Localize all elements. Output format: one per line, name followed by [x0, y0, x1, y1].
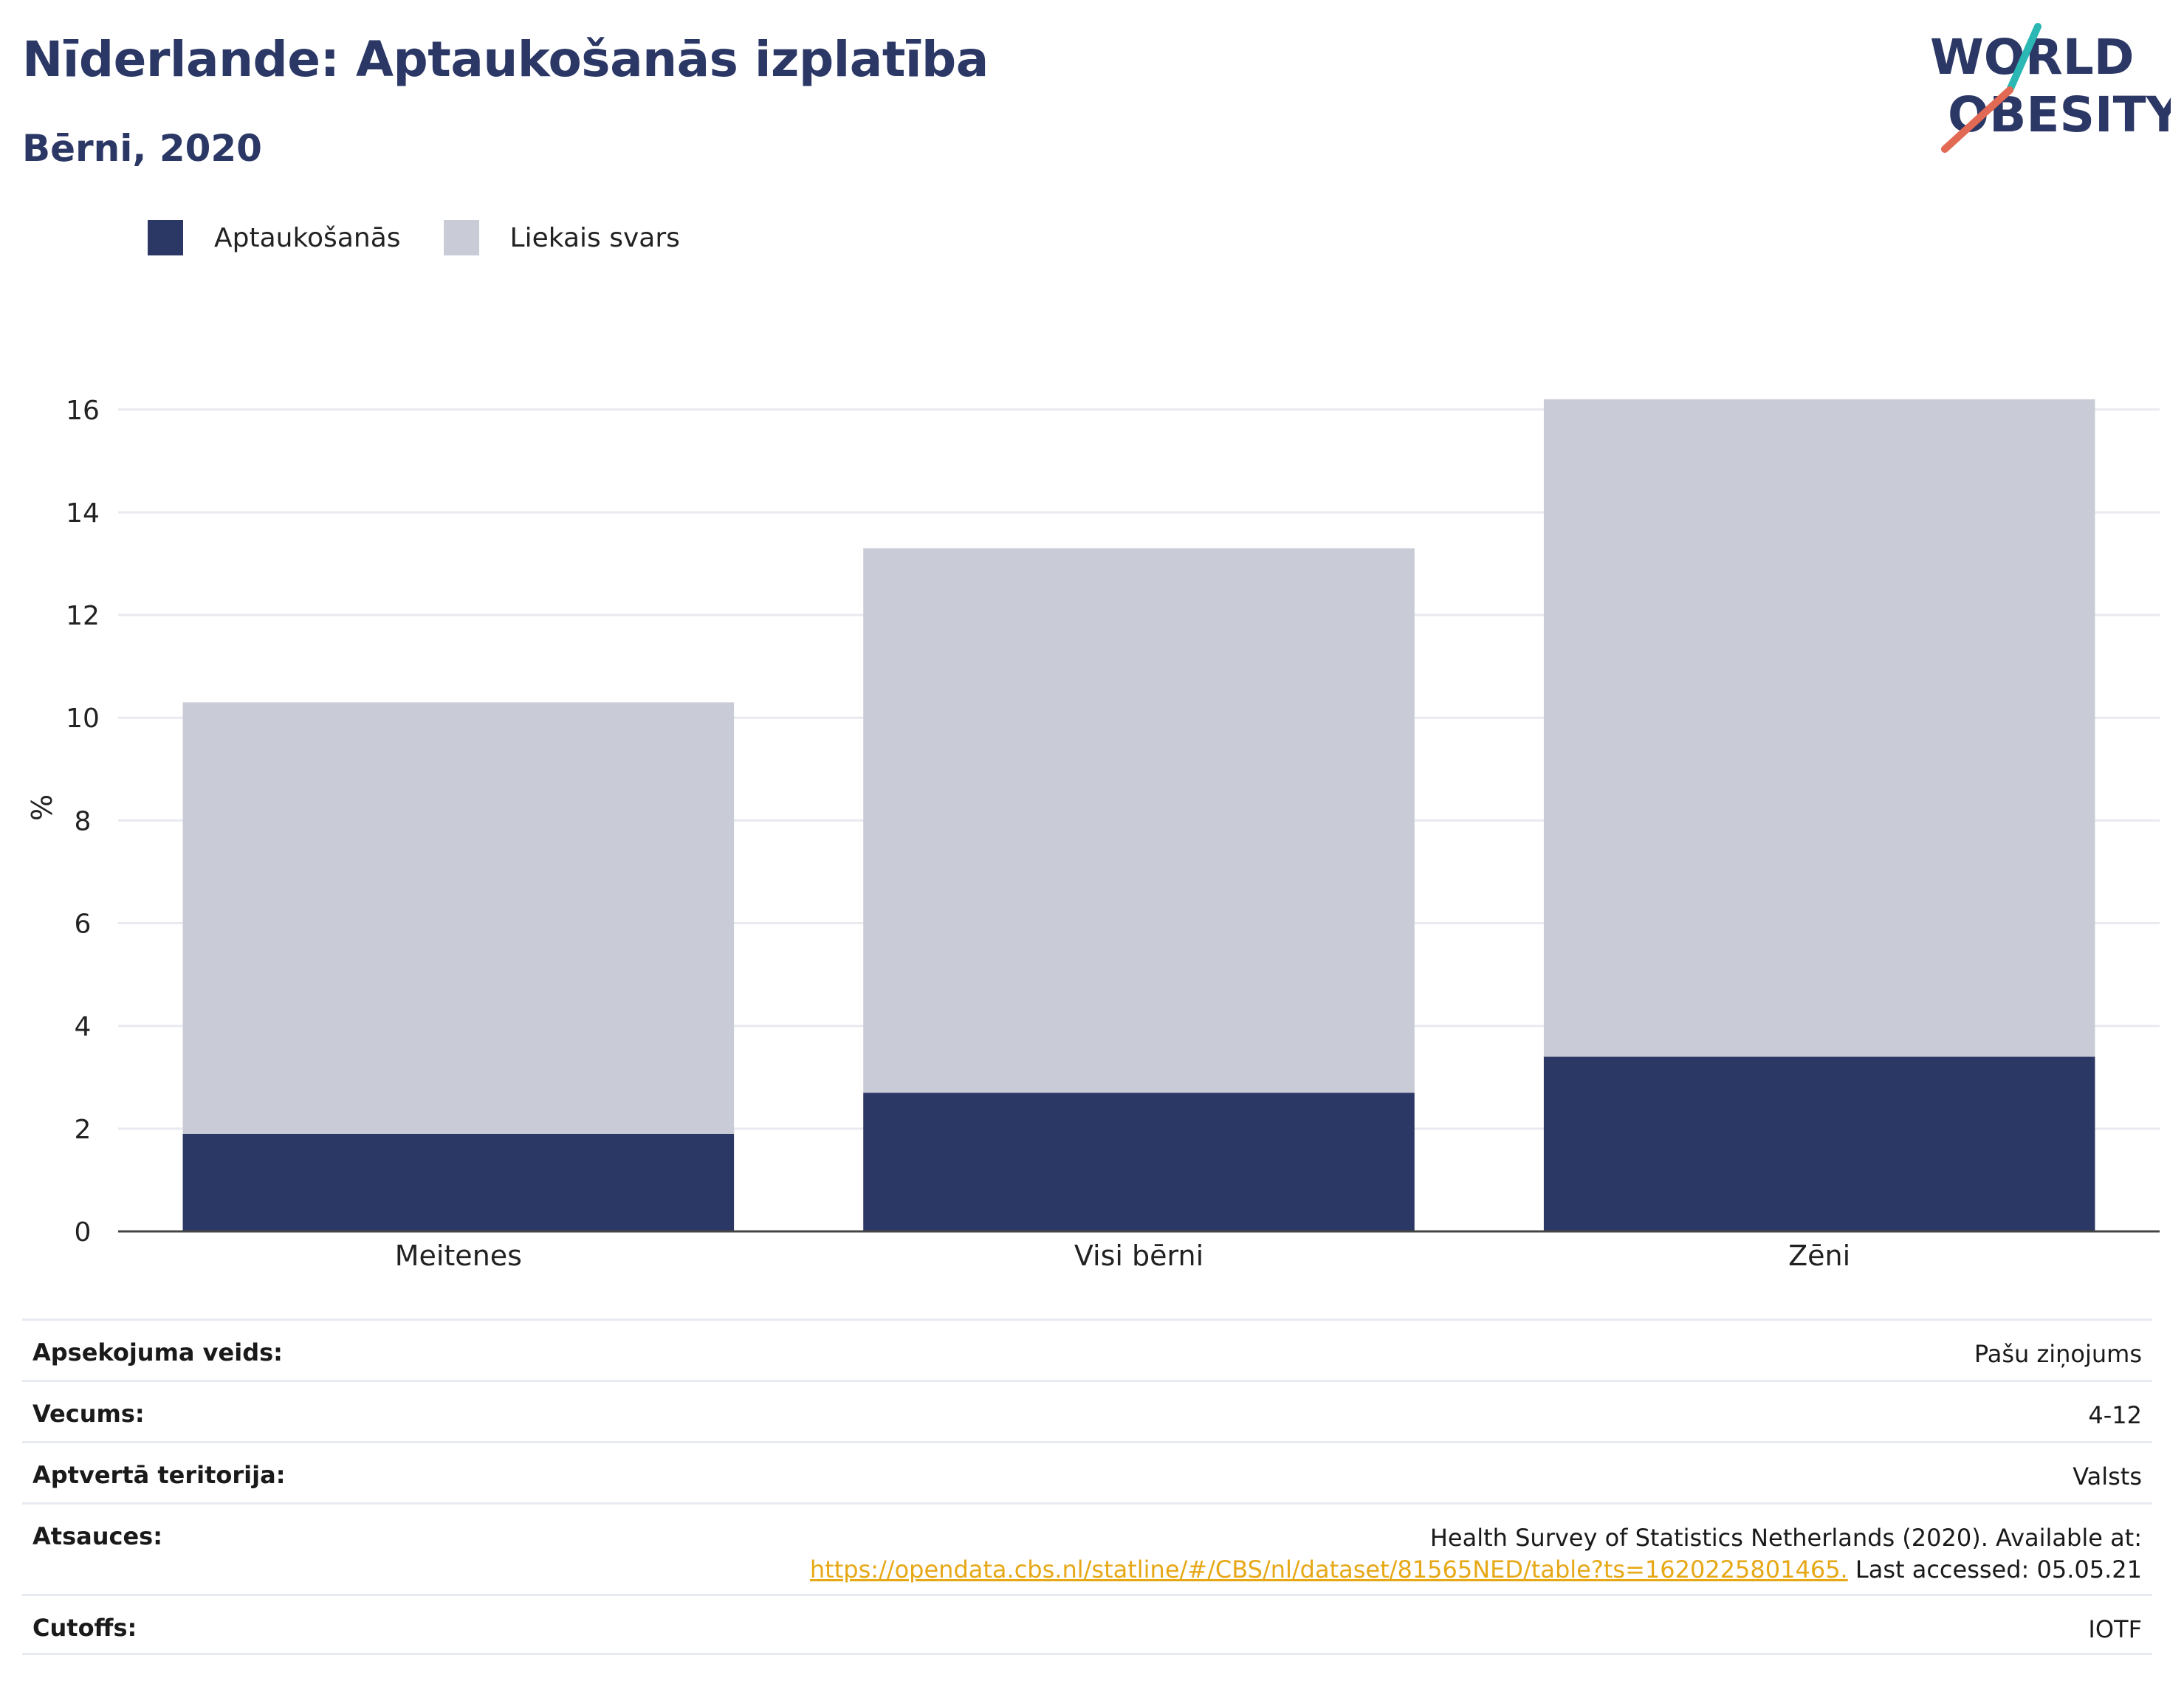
bar-obesity-0 — [182, 1133, 735, 1231]
references-text: Health Survey of Statistics Netherlands … — [1429, 1524, 2142, 1552]
bar-overweight-0 — [182, 702, 735, 1134]
references-label: Atsauces: — [32, 1522, 162, 1550]
x-tick-label-0: Meitenes — [395, 1240, 522, 1272]
age-value: 4-12 — [2088, 1401, 2142, 1429]
legend-swatch-obesity — [148, 220, 183, 255]
survey-type-value: Pašu ziņojums — [1974, 1340, 2142, 1368]
bar-obesity-2 — [1543, 1056, 2095, 1231]
references-link[interactable]: https://opendata.cbs.nl/statline/#/CBS/n… — [809, 1555, 1848, 1584]
bar-obesity-1 — [863, 1093, 1415, 1231]
info-table: Apsekojuma veids: Pašu ziņojums Vecums: … — [22, 1318, 2152, 1655]
chart-subtitle: Bērni, 2020 — [22, 127, 262, 170]
references-accessed: Last accessed: 05.05.21 — [1855, 1555, 2142, 1584]
info-row-survey: Apsekojuma veids: Pašu ziņojums — [22, 1318, 2152, 1380]
survey-type-label: Apsekojuma veids: — [32, 1338, 283, 1366]
y-tick-label-16: 16 — [66, 396, 100, 426]
y-tick-label-4: 4 — [75, 1012, 92, 1042]
y-tick-label-14: 14 — [66, 498, 100, 529]
legend-item-overweight[interactable]: Liekais svars — [443, 220, 680, 255]
area-value: Valsts — [2073, 1462, 2142, 1491]
legend-item-obesity[interactable]: Aptaukošanās — [148, 220, 401, 255]
info-row-cutoffs: Cutoffs: IOTF — [22, 1594, 2152, 1655]
info-row-references: Atsauces: Health Survey of Statistics Ne… — [22, 1502, 2152, 1594]
y-tick-label-8: 8 — [75, 806, 92, 836]
y-tick-label-10: 10 — [66, 704, 100, 734]
bar-overweight-1 — [863, 548, 1415, 1093]
references-value: Health Survey of Statistics Netherlands … — [810, 1522, 2142, 1594]
legend-label-obesity: Aptaukošanās — [214, 222, 401, 253]
cutoffs-label: Cutoffs: — [32, 1614, 137, 1642]
legend-swatch-overweight — [443, 220, 479, 255]
y-tick-label-6: 6 — [75, 910, 92, 940]
area-label: Aptvertā teritorija: — [32, 1461, 286, 1489]
bar-overweight-2 — [1543, 399, 2095, 1057]
age-label: Vecums: — [32, 1400, 145, 1428]
chart-title: Nīderlande: Aptaukošanās izplatība — [22, 31, 989, 88]
y-tick-label-2: 2 — [75, 1115, 92, 1145]
y-axis-label: % — [26, 794, 58, 821]
chart-legend: Aptaukošanās Liekais svars — [148, 220, 723, 255]
x-tick-label-2: Zēni — [1788, 1240, 1850, 1272]
y-tick-label-12: 12 — [66, 601, 100, 631]
x-tick-label-1: Visi bērni — [1074, 1240, 1203, 1272]
world-obesity-logo: WORLD OBESITY — [1930, 23, 2171, 153]
y-tick-label-0: 0 — [75, 1217, 92, 1248]
cutoffs-value: IOTF — [2088, 1615, 2142, 1643]
bar-chart: 0 2 4 6 8 10 12 14 16% Meitenes Visi bērni Zēni — [26, 396, 2160, 1272]
legend-label-overweight: Liekais svars — [509, 222, 680, 253]
info-row-area: Aptvertā teritorija: Valsts — [22, 1441, 2152, 1502]
info-row-age: Vecums: 4-12 — [22, 1380, 2152, 1441]
